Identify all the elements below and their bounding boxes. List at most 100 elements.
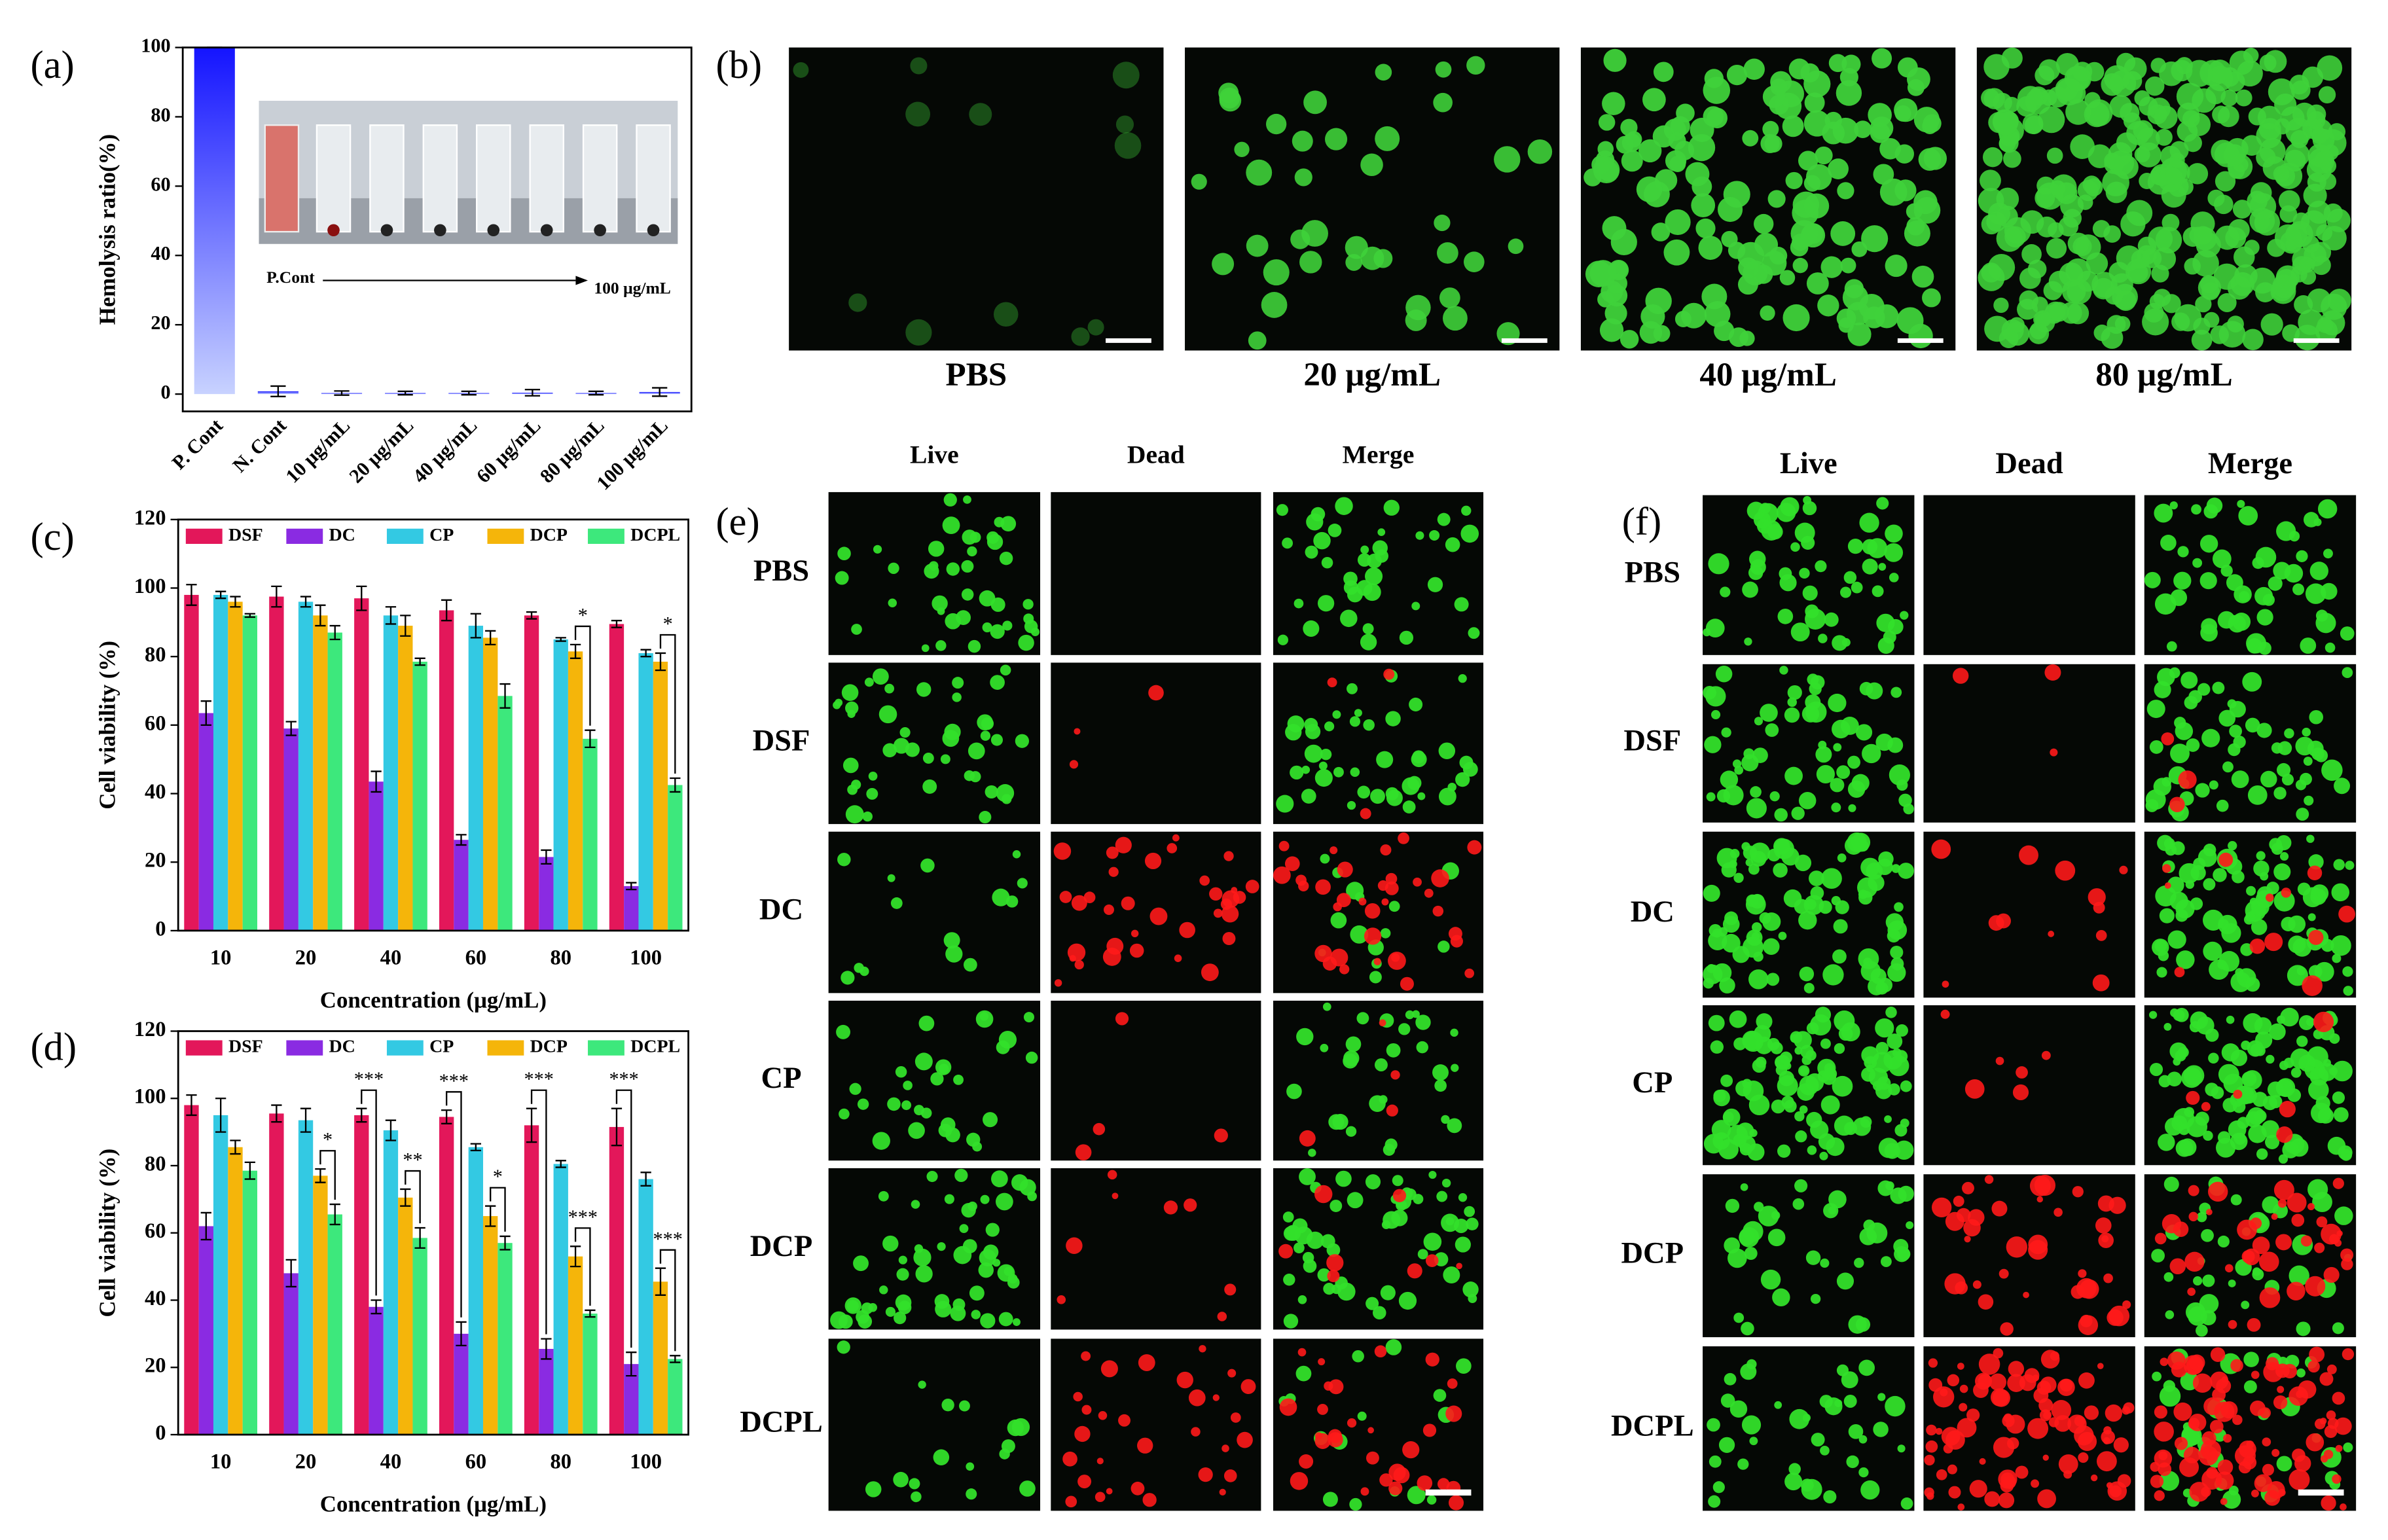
error-bar bbox=[640, 649, 651, 658]
cell bbox=[2077, 1431, 2097, 1452]
cell bbox=[1339, 964, 1350, 975]
cell bbox=[1432, 1064, 1449, 1081]
cell bbox=[2294, 325, 2321, 351]
cell bbox=[1894, 902, 1904, 912]
cell bbox=[1297, 1295, 1307, 1304]
cell bbox=[1231, 887, 1238, 894]
cell bbox=[1345, 1126, 1357, 1137]
cell bbox=[2315, 319, 2338, 342]
micrograph bbox=[789, 47, 1164, 351]
cell bbox=[911, 1491, 922, 1503]
cell bbox=[1396, 1200, 1407, 1211]
cell bbox=[1777, 1075, 1798, 1097]
cell bbox=[2323, 1266, 2340, 1283]
cell bbox=[920, 1107, 932, 1119]
x-tick-label: 60 bbox=[465, 946, 487, 970]
cell bbox=[1966, 1408, 1980, 1422]
cell bbox=[1732, 759, 1742, 768]
cell bbox=[2332, 954, 2342, 963]
cell bbox=[2260, 1407, 2271, 1419]
cells bbox=[2145, 667, 2353, 822]
cell bbox=[999, 551, 1013, 565]
cell bbox=[1838, 1026, 1853, 1041]
cell bbox=[963, 958, 977, 972]
cell bbox=[2036, 1196, 2044, 1203]
cell bbox=[1386, 789, 1403, 806]
cell bbox=[868, 772, 878, 781]
cell bbox=[978, 1262, 994, 1278]
cell bbox=[2265, 893, 2274, 902]
cell bbox=[1294, 168, 1312, 187]
cell bbox=[884, 683, 895, 694]
cell bbox=[990, 734, 1003, 746]
cell bbox=[2067, 1414, 2087, 1434]
cell bbox=[1794, 899, 1809, 914]
cell bbox=[1364, 903, 1381, 919]
cell bbox=[977, 714, 993, 731]
vial bbox=[476, 124, 511, 233]
cell bbox=[1808, 870, 1824, 886]
cell bbox=[1837, 182, 1854, 200]
cell bbox=[2327, 1136, 2346, 1155]
cell bbox=[1890, 957, 1904, 971]
cell bbox=[943, 932, 960, 949]
cell bbox=[1828, 158, 1849, 180]
cell bbox=[1199, 875, 1210, 886]
cell bbox=[2237, 968, 2256, 988]
cell bbox=[1380, 1285, 1396, 1300]
inset-label: 100 μg/mL bbox=[594, 278, 671, 297]
cell bbox=[2332, 1060, 2353, 1082]
cell bbox=[2321, 1495, 2336, 1511]
cell bbox=[1858, 889, 1868, 899]
cell bbox=[868, 1303, 878, 1312]
cell bbox=[2332, 1091, 2345, 1104]
cell bbox=[909, 1478, 920, 1490]
cell bbox=[1858, 1467, 1869, 1478]
cell bbox=[1767, 1228, 1786, 1247]
cell bbox=[1858, 1435, 1868, 1444]
legend-swatch bbox=[588, 1040, 624, 1056]
pellet bbox=[594, 224, 606, 237]
cell bbox=[1358, 897, 1367, 906]
cell bbox=[1434, 214, 1451, 232]
cell bbox=[2174, 1437, 2188, 1450]
cell bbox=[1878, 563, 1887, 571]
cell bbox=[1007, 1276, 1020, 1289]
cell bbox=[2246, 886, 2256, 896]
cell bbox=[2046, 238, 2067, 259]
significance-bracket bbox=[659, 1249, 676, 1352]
cell bbox=[2307, 1360, 2320, 1373]
cell bbox=[1071, 327, 1090, 346]
cell bbox=[1219, 1488, 1226, 1496]
micrograph bbox=[1923, 1005, 2135, 1166]
cell bbox=[990, 675, 1005, 690]
cell bbox=[2201, 1431, 2216, 1446]
error-bar bbox=[285, 721, 297, 736]
significance-bracket bbox=[530, 1089, 547, 1334]
error-bar bbox=[300, 596, 312, 608]
cell bbox=[2228, 1280, 2236, 1287]
cell bbox=[2243, 1248, 2260, 1266]
cell bbox=[2223, 1434, 2232, 1443]
cell bbox=[1875, 733, 1893, 751]
cell bbox=[2262, 1096, 2277, 1111]
cell bbox=[1885, 1007, 1897, 1018]
cell bbox=[2188, 1185, 2199, 1196]
cell bbox=[1806, 1111, 1822, 1128]
cell bbox=[930, 1072, 944, 1086]
cell bbox=[1098, 1411, 1108, 1420]
cell bbox=[1337, 861, 1353, 878]
cell bbox=[2159, 908, 2175, 923]
cell bbox=[2205, 84, 2226, 105]
error-bar bbox=[524, 389, 541, 397]
cell bbox=[1884, 543, 1904, 562]
error-bar bbox=[570, 643, 581, 659]
cell bbox=[1176, 1371, 1193, 1389]
cell bbox=[2001, 47, 2023, 69]
cell bbox=[926, 1170, 938, 1183]
cell bbox=[2195, 783, 2210, 798]
cell bbox=[1792, 233, 1809, 251]
cell bbox=[1900, 611, 1909, 620]
cell bbox=[1464, 1206, 1475, 1217]
cell bbox=[2184, 1107, 2195, 1117]
